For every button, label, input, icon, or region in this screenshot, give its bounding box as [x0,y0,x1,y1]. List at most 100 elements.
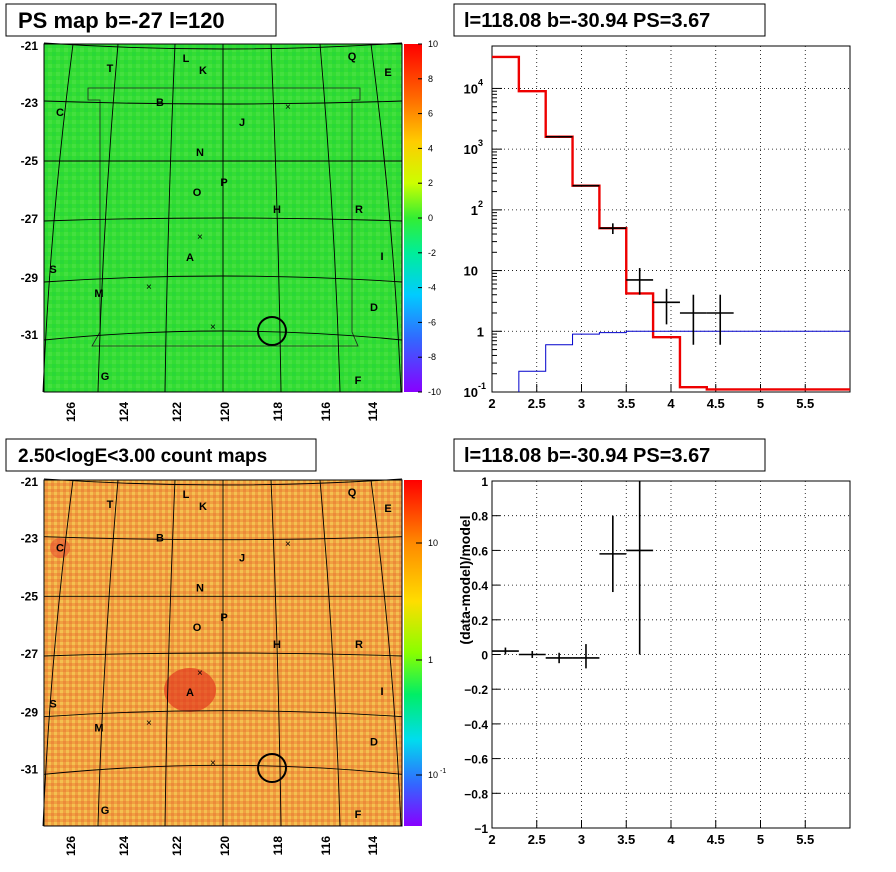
grid-line-lon [370,43,402,393]
map-x-tick-label: 122 [170,836,184,856]
source-label: P [220,177,227,189]
source-label: O [193,187,202,199]
map2-title-box [5,438,317,472]
colorbar-tick-label: -8 [428,352,436,362]
cross-mark: × [146,282,152,293]
cross-mark: × [197,232,203,243]
x-tick-label: 3.5 [617,832,635,847]
source-label: L [183,53,190,65]
map-x-tick-label: 126 [64,402,78,422]
source-label: N [196,147,204,159]
grid-line-lon [97,479,119,827]
count-map-source-crosses: × × × × [146,539,291,769]
source-label: Q [348,51,357,63]
map-y-tick-label: -21 [21,475,39,489]
grid-line-lon [319,479,341,827]
colorbar-tick-label: 10 [428,770,438,780]
map-y-tick-label: -31 [21,762,39,776]
y-tick-label: 1 [477,324,484,339]
count-map-target-circle [257,753,287,783]
map2-title: 2.50<logE<3.00 count maps [18,446,267,467]
count-map-hotspot [164,668,216,712]
source-label: T [107,63,114,75]
source-label: L [183,489,190,501]
y-tick-exponent: -1 [478,381,486,391]
count-map-source-labels: T LK Q E C B J N O P H R A I S M D G F [49,487,391,821]
source-label: B [156,97,164,109]
y-tick-exponent: 3 [478,138,483,148]
colorbar-tick-label: -10 [428,387,441,397]
x-tick-label: 4.5 [707,396,725,411]
y-tick-label: 0.2 [471,614,488,628]
source-label: F [355,375,362,387]
x-tick-label: 3 [578,832,585,847]
y-tick-label: 0.4 [471,579,488,593]
spec-title-box [453,3,766,37]
y-tick-label: 10 [464,81,478,96]
count-map-colorbar [404,480,422,826]
map-y-tick-label: -27 [21,647,39,661]
source-label: P [220,612,227,624]
map-x-tick-label: 122 [170,402,184,422]
colorbar-tick-label: 1 [428,655,433,665]
source-label: R [355,639,363,651]
source-label: O [193,622,202,634]
map-x-tick-label: 114 [366,836,380,856]
map-y-tick-label: -31 [21,328,39,342]
source-label: I [380,251,383,263]
colorbar-tick-label: 6 [428,109,433,119]
y-tick-label: 0 [481,649,488,663]
ps-map-coord-grid [42,42,403,393]
source-label: J [239,117,245,129]
ps-map-axis-labels: -21 -23 -25 -27 -29 -31 126 124 122 120 118 116 114 [21,39,381,422]
x-tick-label: 3.5 [617,396,635,411]
map-y-tick-label: -23 [21,96,39,110]
colorbar-tick-label: 10 [428,39,438,49]
map-x-tick-label: 126 [64,836,78,856]
colorbar-tick-label: -6 [428,317,436,327]
source-label: N [196,582,204,594]
y-tick-label: −0.6 [464,753,488,767]
ps-map-colorbar [404,44,422,392]
source-label: C [56,543,64,555]
ps-map-source-crosses: × × × × [146,102,291,333]
source-label: T [107,499,114,511]
y-tick-label: 10 [464,264,478,279]
source-label: M [94,288,103,300]
map-y-tick-label: -21 [21,39,39,53]
cross-mark: × [210,322,216,333]
x-tick-label: 4 [667,832,675,847]
y-tick-label: 1 [481,475,488,489]
map1-title: PS map b=-27 l=120 [18,8,225,33]
source-label: I [380,686,383,698]
ps-map-target-circle [257,316,287,346]
map-x-tick-label: 114 [366,402,380,422]
colorbar-tick-label: -4 [428,283,436,293]
grid-line-lon [97,43,119,393]
residual-plot: 2 2.5 3 3.5 4 4.5 5 5.5 −1 −0.8 −0.6 −0.4 −0.2 0 0.2 0.… [457,475,851,847]
y-tick-label: 1 [471,203,478,218]
source-label: K [199,501,207,513]
grid-line-lon [164,43,176,393]
source-label: D [370,736,378,748]
grid-line-lon [270,43,282,393]
map-x-tick-label: 124 [117,836,131,856]
x-tick-label: 3 [578,396,585,411]
y-tick-label: 10 [464,142,478,157]
map-x-tick-label: 116 [319,836,333,856]
source-label: E [384,67,391,79]
plot-frame [491,480,851,829]
map-x-tick-label: 118 [271,836,285,856]
y-axis-label: (data-model)/model [457,515,473,644]
source-label: C [56,107,64,119]
map-y-tick-label: -29 [21,706,39,720]
map-y-tick-label: -29 [21,271,39,285]
spec-title: l=118.08 b=-30.94 PS=3.67 [464,10,710,32]
source-label: H [273,204,281,216]
y-tick-label: 10 [464,385,478,400]
source-label: G [101,371,110,383]
